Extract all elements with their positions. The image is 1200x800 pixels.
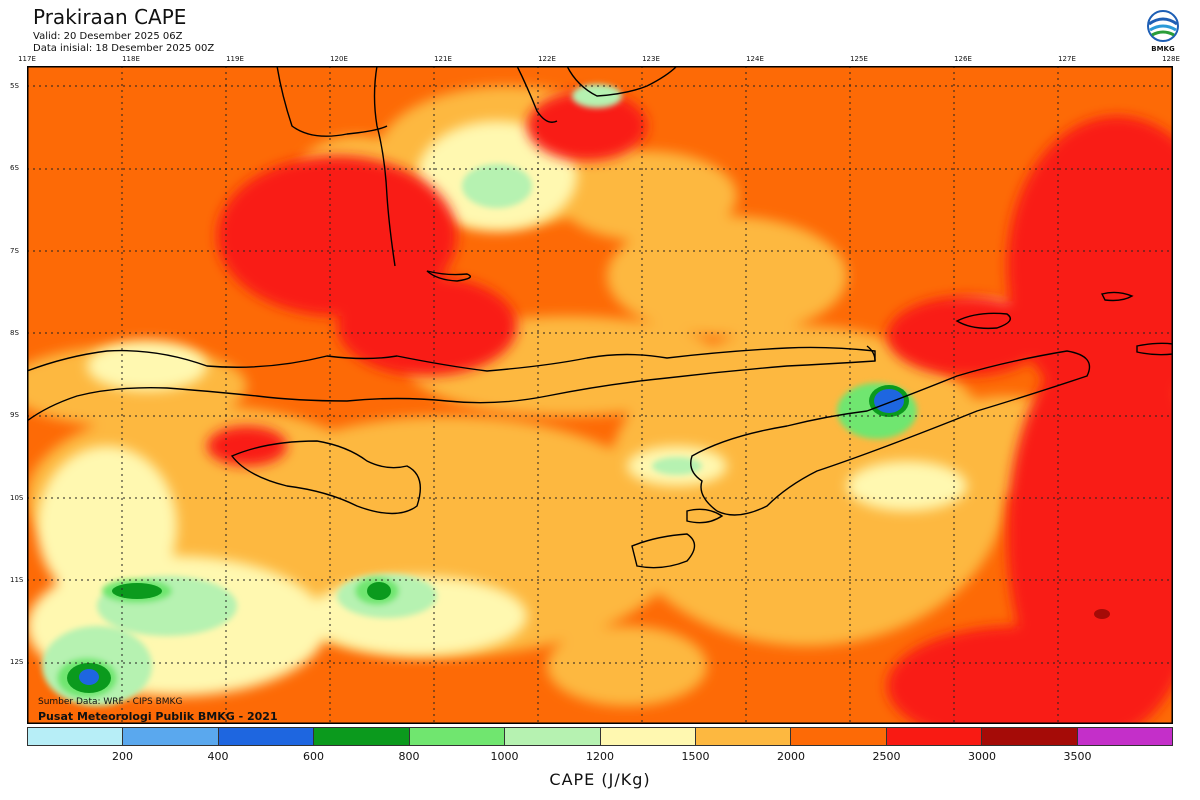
lon-label-123e: 123E — [642, 55, 660, 63]
legend-swatch-1 — [123, 728, 219, 745]
legend-tick-3000: 3000 — [968, 750, 996, 763]
lon-label-122e: 122E — [538, 55, 556, 63]
legend-tick-1200: 1200 — [586, 750, 614, 763]
legend-tick-2000: 2000 — [777, 750, 805, 763]
coastlines — [27, 66, 1173, 569]
legend-swatch-6 — [600, 728, 696, 745]
legend-tick-1500: 1500 — [681, 750, 710, 763]
lat-label-11s: 11S — [10, 575, 24, 584]
lon-label-125e: 125E — [850, 55, 868, 63]
lon-label-121e: 121E — [434, 55, 452, 63]
source-line-1: Sumber Data: WRF - CIPS BMKG — [38, 697, 183, 707]
lon-label-117e: 117E — [18, 55, 36, 63]
legend-swatch-7 — [695, 728, 792, 745]
lon-label-119e: 119E — [226, 55, 244, 63]
lat-label-12s: 12S — [10, 658, 24, 667]
bmkg-logo-icon — [1147, 10, 1179, 42]
map-frame — [27, 66, 1173, 724]
lon-label-120e: 120E — [330, 55, 348, 63]
lat-label-6s: 6S — [10, 164, 19, 173]
legend-tick-800: 800 — [398, 750, 420, 763]
source-line-2: Pusat Meteorologi Publik BMKG - 2021 — [38, 710, 278, 723]
legend-tick-200: 200 — [112, 750, 133, 763]
lon-label-127e: 127E — [1058, 55, 1076, 63]
lon-label-126e: 126E — [954, 55, 972, 63]
lon-label-128e: 128E — [1162, 55, 1180, 63]
legend-unit: CAPE (J/Kg) — [549, 770, 651, 789]
legend-tick-3500: 3500 — [1063, 750, 1092, 763]
color-legend — [27, 727, 1173, 746]
legend-tick-400: 400 — [207, 750, 229, 763]
legend-tick-1000: 1000 — [490, 750, 519, 763]
legend-swatch-10 — [982, 728, 1078, 745]
lat-label-10s: 10S — [10, 493, 24, 502]
legend-swatch-0 — [28, 728, 124, 745]
lat-label-7s: 7S — [10, 246, 19, 255]
cape-map — [27, 66, 1173, 724]
lon-label-124e: 124E — [746, 55, 764, 63]
legend-swatch-9 — [886, 728, 983, 745]
legend-swatch-5 — [505, 728, 601, 745]
lon-label-118e: 118E — [122, 55, 140, 63]
legend-swatch-11 — [1077, 728, 1173, 745]
legend-swatch-2 — [218, 728, 315, 745]
logo-text: BMKG — [1151, 45, 1175, 53]
legend-swatch-8 — [791, 728, 887, 745]
legend-swatch-4 — [409, 728, 506, 745]
cape-field-red — [207, 91, 1173, 724]
lat-label-5s: 5S — [10, 82, 19, 90]
lat-label-8s: 8S — [10, 328, 19, 337]
grid-lines — [27, 66, 1173, 724]
lat-label-9s: 9S — [10, 411, 19, 420]
valid-time: Valid: 20 Desember 2025 06Z — [33, 31, 183, 42]
legend-tick-600: 600 — [303, 750, 324, 763]
legend-tick-2500: 2500 — [872, 750, 901, 763]
legend-swatch-3 — [314, 728, 410, 745]
init-time: Data inisial: 18 Desember 2025 00Z — [33, 43, 215, 54]
cape-field-dark — [67, 385, 1110, 693]
chart-title: Prakiraan CAPE — [33, 5, 187, 29]
